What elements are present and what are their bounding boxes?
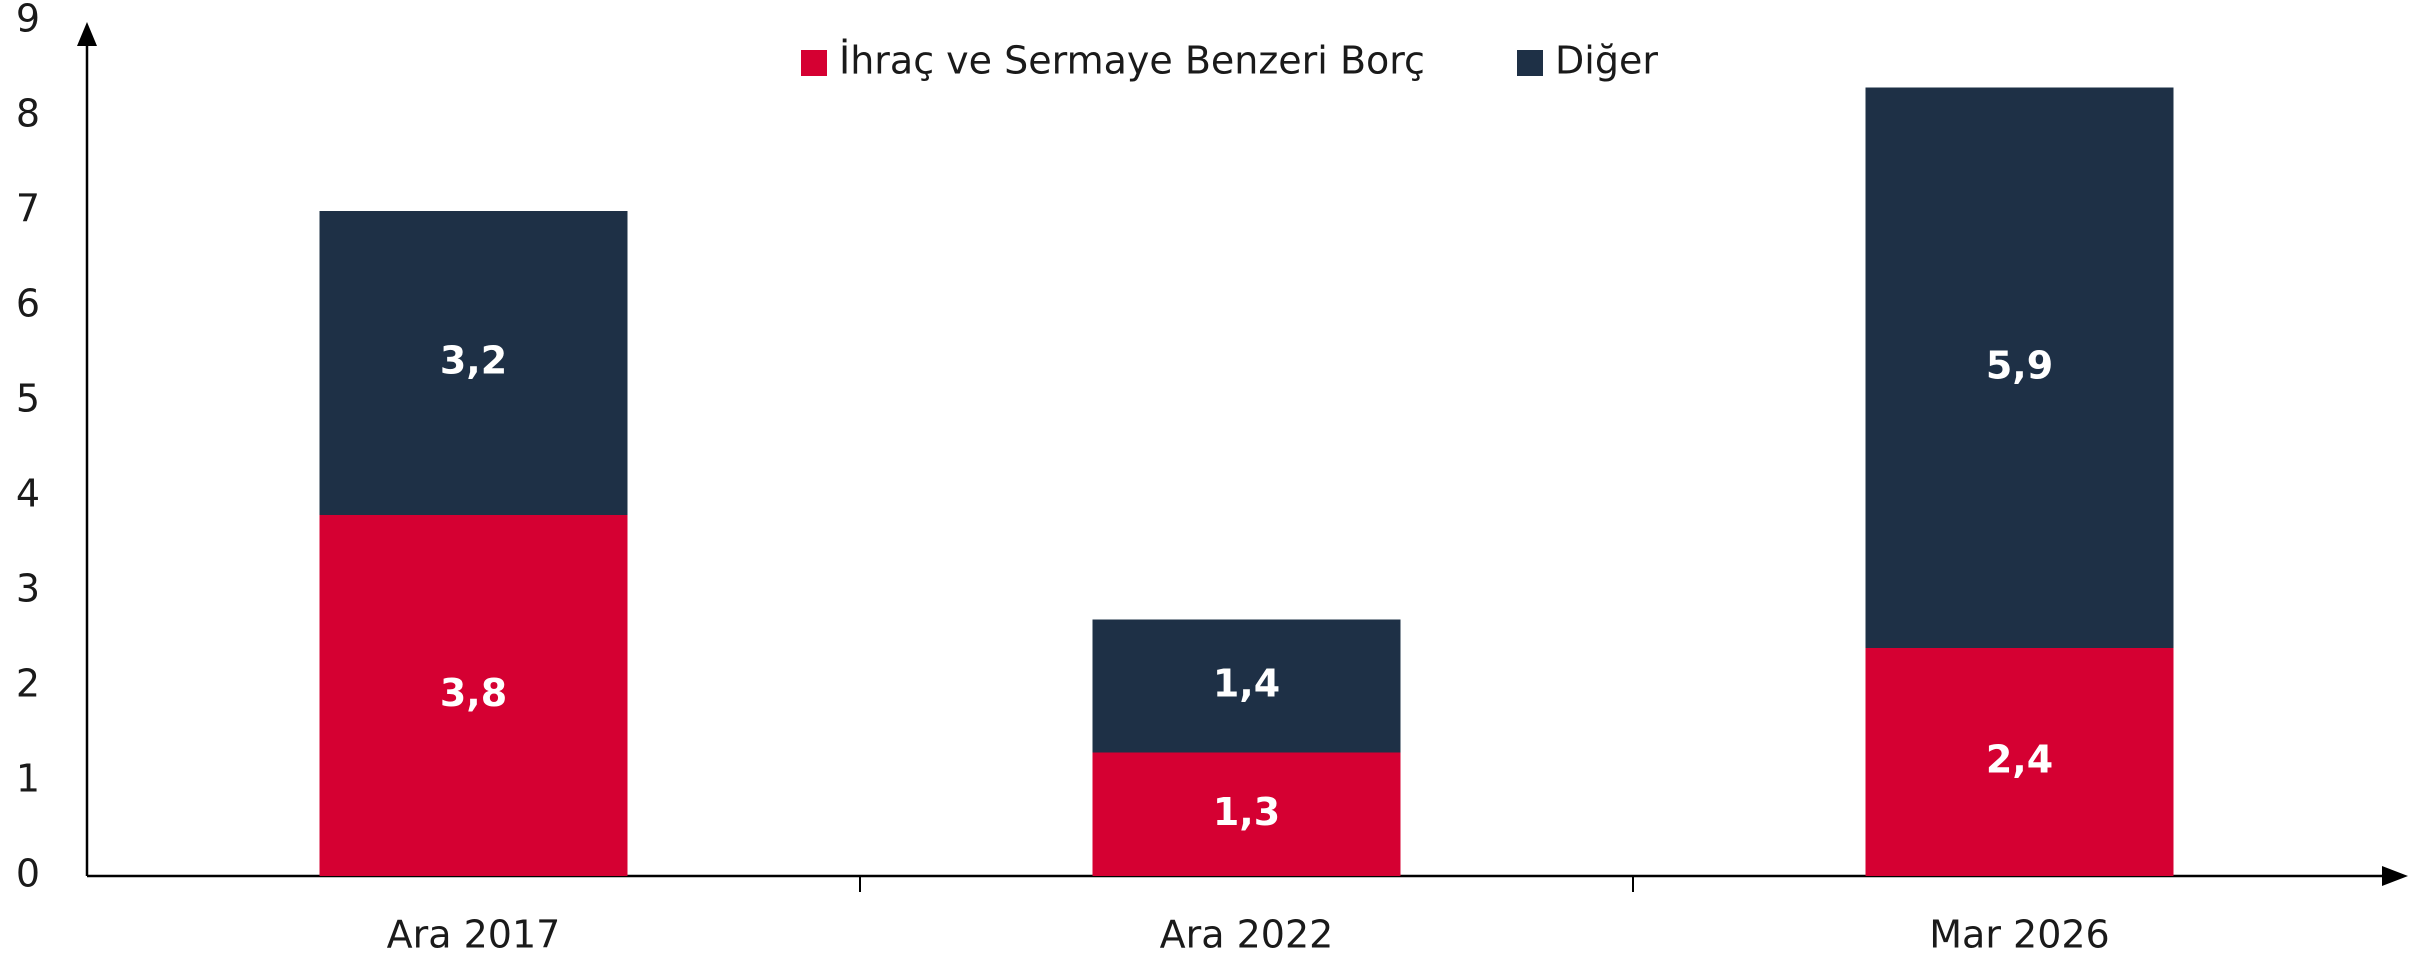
- data-label: 1,4: [1213, 662, 1280, 706]
- legend-label: Diğer: [1555, 39, 1658, 83]
- bar-segment: [319, 515, 628, 876]
- x-tick-label: Mar 2026: [1929, 913, 2109, 957]
- data-label: 5,9: [1986, 343, 2053, 387]
- y-axis-arrow: [77, 22, 97, 46]
- data-label: 3,8: [440, 671, 507, 715]
- bar-segment: [319, 211, 628, 515]
- legend-label: İhraç ve Sermaye Benzeri Borç: [839, 39, 1425, 83]
- y-tick-label: 7: [16, 187, 40, 231]
- y-tick-label: 9: [16, 0, 40, 41]
- y-tick-label: 8: [16, 92, 40, 136]
- legend-swatch: [801, 50, 827, 76]
- x-tick-label: Ara 2017: [387, 913, 561, 957]
- data-label: 2,4: [1986, 738, 2053, 782]
- legend-swatch: [1517, 50, 1543, 76]
- y-tick-label: 5: [16, 377, 40, 421]
- bar-segment: [1092, 619, 1401, 753]
- bar-segment: [1865, 648, 2174, 876]
- y-tick-label: 3: [16, 567, 40, 611]
- y-tick-label: 6: [16, 282, 40, 326]
- y-tick-label: 0: [16, 852, 40, 896]
- bar-segment: [1092, 752, 1401, 876]
- data-label: 1,3: [1213, 790, 1280, 834]
- x-tick-label: Ara 2022: [1160, 913, 1334, 957]
- bar-segment: [1865, 87, 2174, 648]
- data-label: 3,2: [440, 339, 507, 383]
- y-tick-label: 4: [16, 472, 40, 516]
- y-tick-label: 2: [16, 662, 40, 706]
- y-tick-label: 1: [16, 757, 40, 801]
- x-axis-arrow: [2382, 866, 2408, 886]
